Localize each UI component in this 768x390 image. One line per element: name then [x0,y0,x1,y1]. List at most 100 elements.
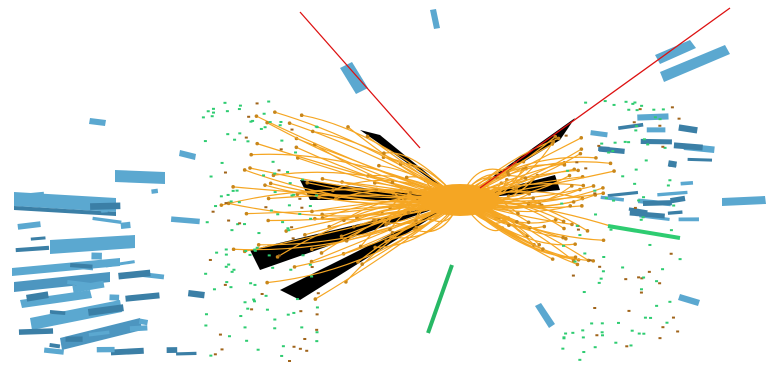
hit [672,317,675,319]
hit [299,348,302,350]
hit [238,222,241,224]
track-end [507,173,511,177]
hit [607,152,610,154]
hit [652,109,655,111]
hit [243,223,246,225]
hit [246,140,249,142]
track-end [386,221,390,225]
block [19,328,53,335]
track-end [580,147,584,151]
track-end [382,151,386,155]
hit [316,126,319,128]
track-end [568,174,572,178]
hit [310,275,313,277]
track-end [507,223,511,227]
hit [245,340,248,342]
hit [317,292,320,294]
hit [590,322,593,324]
hit [593,307,596,309]
hit [624,278,627,280]
track-end [305,181,309,185]
hit [621,175,624,177]
hit [286,227,289,229]
track-end [231,185,235,189]
hit [225,254,228,256]
track-end [265,281,269,285]
hit [598,282,601,284]
hit [305,350,308,352]
hit [614,142,617,144]
block [647,127,666,132]
track-end [314,297,318,301]
hit [294,151,297,153]
track-end [562,227,566,231]
track-end [551,140,555,144]
track-end [220,203,224,207]
track-end [557,137,561,141]
track-end [551,257,555,261]
hit [625,345,628,347]
hit [257,349,260,351]
hit [269,121,272,123]
block [90,202,120,209]
hit [239,315,242,317]
hit [315,329,318,331]
hit [571,332,574,334]
hit [612,200,615,202]
hit [670,229,673,231]
hit [309,218,312,220]
hit [661,268,664,270]
hit [244,250,247,252]
track-end [295,146,299,150]
track-end [265,121,269,125]
hit [575,161,578,163]
hit [581,329,584,331]
hit [639,108,642,110]
hit [289,182,292,184]
hit [268,254,271,256]
hit [584,167,587,169]
hit [279,124,282,126]
hit [637,276,640,278]
hit [290,129,293,131]
hit [300,207,303,209]
hit [211,115,214,117]
track-end [579,152,583,156]
hit [665,322,668,324]
hit [595,334,598,336]
hit [605,197,608,199]
hit [613,104,616,106]
hit [631,330,634,332]
hit [679,258,682,260]
track-end [537,243,541,247]
track-end [266,219,270,223]
hit [223,102,226,104]
hit [238,108,241,110]
hit [642,196,645,198]
hit [600,143,603,145]
vertex-core [420,184,500,216]
track-end [321,177,325,181]
block [130,325,148,331]
hit [604,100,607,102]
track-end [561,236,565,240]
track-end [391,231,395,235]
hit [251,120,254,122]
track-end [248,166,252,170]
event-display [0,0,768,390]
hit [244,301,247,303]
hit [227,220,230,222]
hit [671,106,674,108]
hit [264,126,267,128]
hit [309,264,312,266]
hit [574,261,577,263]
hit [662,108,665,110]
hit [281,221,284,223]
hit [288,204,291,206]
hit [249,282,252,284]
hit [601,334,604,336]
hit [672,205,675,207]
block [97,347,115,353]
track-end [255,142,259,146]
hit [256,247,259,249]
